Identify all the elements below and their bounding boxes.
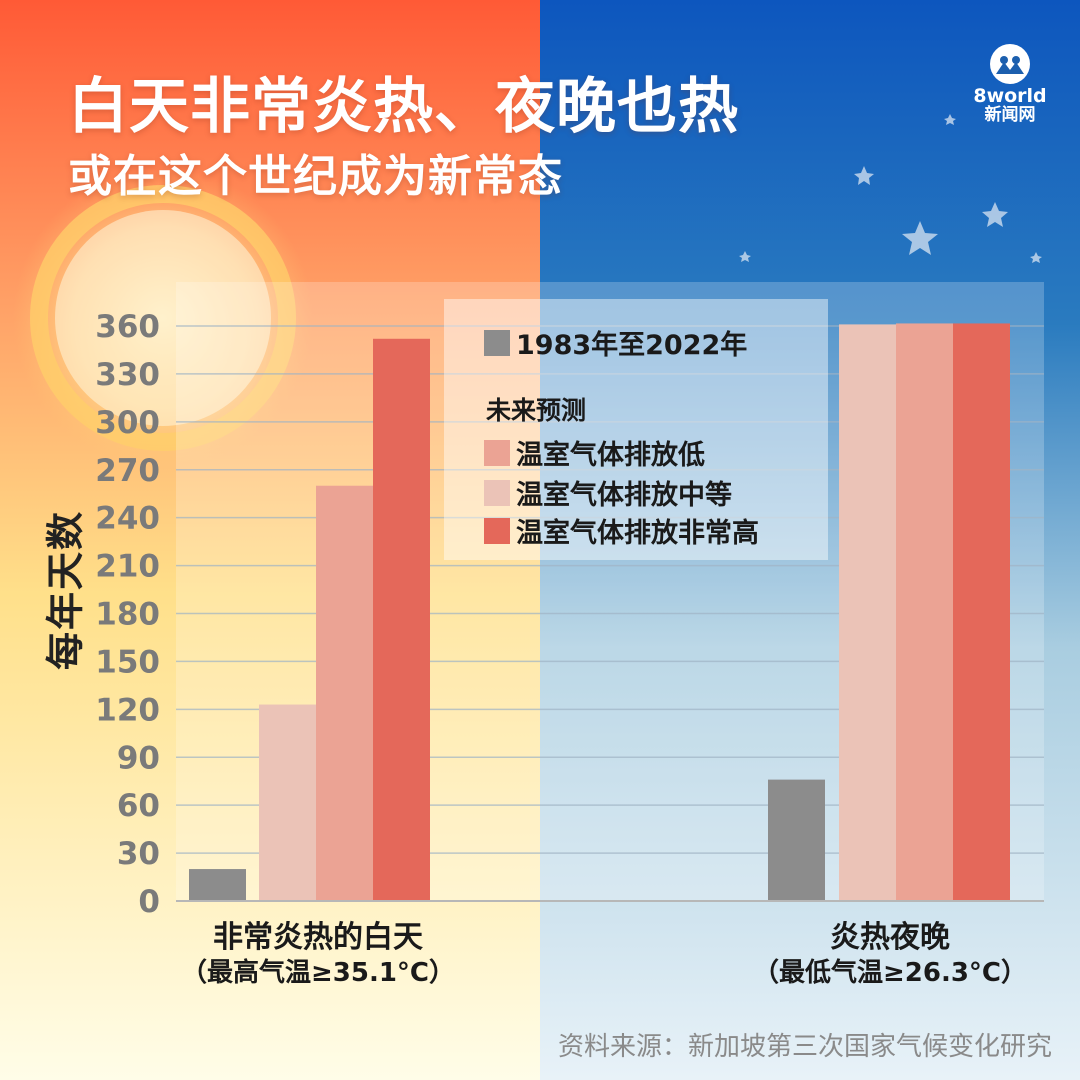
legend-item-medium: 温室气体排放中等: [484, 473, 732, 512]
legend-label-high: 温室气体排放非常高: [516, 518, 759, 549]
y-tick-label: 0: [138, 884, 160, 920]
bar-2-0: [316, 485, 373, 901]
brand-logo[interactable]: 8world 新闻网: [972, 44, 1048, 124]
chart-subtitle: 或在这个世纪成为新常态: [68, 151, 563, 202]
legend: 1983年至2022年 未来预测 温室气体排放低 温室气体排放中等 温室气体排放…: [444, 299, 828, 560]
chart-title: 白天非常炎热、夜晚也热: [68, 72, 739, 142]
y-tick-label: 60: [117, 788, 160, 824]
category-condition-hot-days: （最高气温≥35.1°C）: [180, 958, 456, 988]
category-title-hot-nights: 炎热夜晚: [830, 920, 950, 955]
category-label-hot-nights: 炎热夜晚 （最低气温≥26.3°C）: [753, 920, 1027, 990]
y-tick-label: 300: [95, 405, 160, 441]
y-tick-label: 120: [95, 692, 160, 728]
bar-3-0: [373, 338, 430, 901]
legend-swatch-medium: [484, 479, 510, 506]
category-label-hot-days: 非常炎热的白天 （最高气温≥35.1°C）: [181, 920, 455, 990]
bar-3-1: [953, 323, 1010, 901]
bar-1-0: [259, 704, 316, 901]
y-tick-label: 150: [95, 644, 160, 680]
legend-item-historical: 1983年至2022年: [484, 323, 747, 362]
legend-label-historical: 1983年至2022年: [516, 330, 748, 361]
y-tick-label: 210: [95, 549, 160, 585]
sun-ring: [30, 185, 296, 451]
legend-item-high: 温室气体排放非常高: [484, 511, 759, 550]
legend-label-medium: 温室气体排放中等: [516, 480, 732, 511]
legend-future-heading: 未来预测: [486, 396, 587, 425]
legend-label-low: 温室气体排放低: [516, 440, 705, 471]
bar-1-1: [839, 324, 896, 901]
y-tick-label: 90: [117, 740, 160, 776]
y-tick-label: 360: [95, 309, 160, 345]
logo-subname: 新闻网: [984, 105, 1036, 125]
category-title-hot-days: 非常炎热的白天: [213, 920, 423, 955]
y-tick-label: 330: [95, 357, 160, 393]
legend-swatch-high: [484, 517, 510, 544]
logo-name: 8world: [973, 85, 1047, 107]
y-tick-label: 180: [95, 597, 160, 633]
y-tick-label: 240: [95, 501, 160, 537]
y-tick-label: 270: [95, 453, 160, 489]
sun-icon: [55, 210, 271, 426]
bar-0-0: [189, 869, 246, 901]
y-tick-label: 30: [117, 836, 160, 872]
source-note: 资料来源：新加坡第三次国家气候变化研究: [557, 1032, 1052, 1062]
stars-decoration: [739, 114, 1042, 263]
logo-icon: [990, 44, 1030, 84]
legend-swatch-historical: [484, 329, 510, 356]
bar-0-1: [768, 779, 825, 901]
legend-swatch-low: [484, 439, 510, 466]
bar-2-1: [896, 323, 953, 901]
legend-item-low: 温室气体排放低: [484, 433, 705, 472]
category-condition-hot-nights: （最低气温≥26.3°C）: [752, 958, 1028, 988]
